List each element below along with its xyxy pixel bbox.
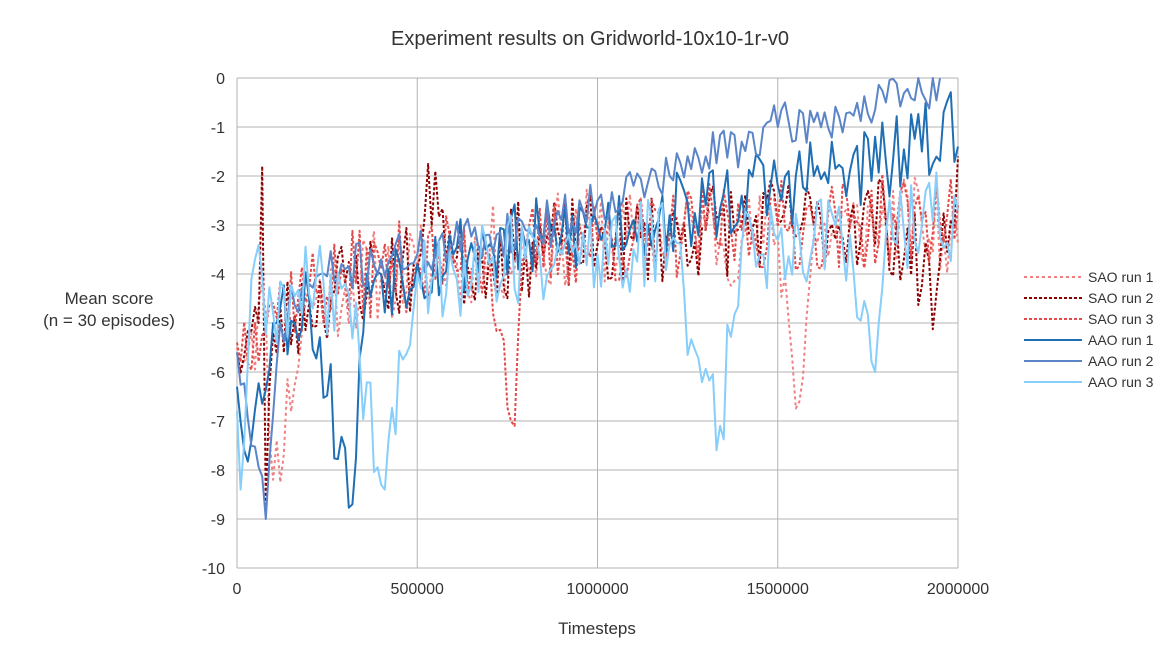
- x-tick-label: 1500000: [747, 581, 809, 598]
- legend-label: AAO run 1: [1088, 332, 1154, 348]
- legend: SAO run 1 SAO run 2 SAO run 3 AAO run 1 AAO …: [1024, 269, 1154, 390]
- x-tick-label: 2000000: [927, 581, 989, 598]
- series-line-sao-run-2: [236, 156, 959, 506]
- series-line-aao-run-2: [236, 77, 941, 520]
- y-tick-label: -2: [211, 169, 225, 186]
- series-group: [236, 77, 959, 520]
- y-tick-label: -4: [211, 267, 225, 284]
- series-line-aao-run-1: [236, 91, 959, 509]
- chart-title: Experiment results on Gridworld-10x10-1r…: [391, 28, 789, 50]
- y-tick-label: -8: [211, 463, 225, 480]
- y-axis-label-line-1: Mean score: [65, 289, 154, 308]
- y-tick-label: -7: [211, 414, 225, 431]
- legend-label: SAO run 1: [1088, 269, 1154, 285]
- y-axis-label-line-2: (n = 30 episodes): [43, 311, 175, 330]
- legend-label: SAO run 3: [1088, 311, 1154, 327]
- y-tick-label: -6: [211, 365, 225, 382]
- series-line-sao-run-1: [236, 176, 959, 484]
- tick-labels: 0 -1 -2 -3 -4 -5 -6 -7 -8 -9 -10 0 500000 1000000 1500…: [202, 71, 989, 598]
- grid: [236, 77, 959, 569]
- series-line-aao-run-3: [236, 171, 959, 491]
- legend-label: SAO run 2: [1088, 290, 1154, 306]
- y-tick-label: -10: [202, 561, 225, 578]
- x-tick-label: 1000000: [566, 581, 628, 598]
- y-tick-label: -3: [211, 218, 225, 235]
- x-axis-label: Timesteps: [558, 619, 636, 638]
- series-line-sao-run-3: [236, 173, 959, 427]
- y-tick-label: 0: [216, 71, 225, 88]
- legend-label: AAO run 2: [1088, 353, 1154, 369]
- y-tick-label: -9: [211, 512, 225, 529]
- legend-label: AAO run 3: [1088, 374, 1154, 390]
- y-tick-label: -1: [211, 120, 225, 137]
- y-tick-label: -5: [211, 316, 225, 333]
- x-tick-label: 500000: [391, 581, 444, 598]
- x-tick-label: 0: [233, 581, 242, 598]
